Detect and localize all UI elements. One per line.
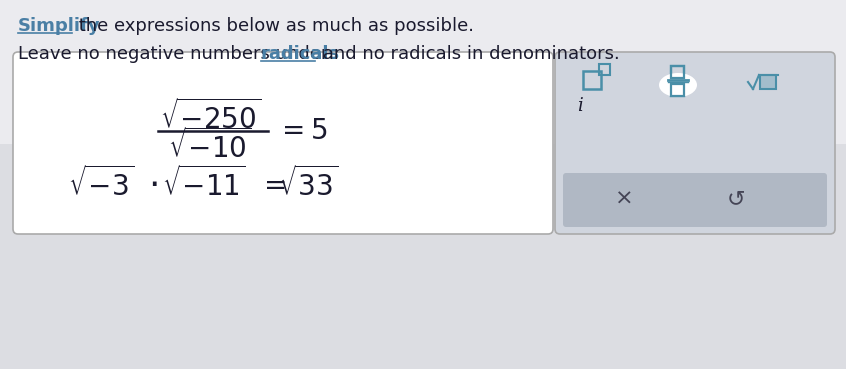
Text: $\sqrt{-10}$: $\sqrt{-10}$ [168,128,252,164]
Text: $\sqrt{-250}$: $\sqrt{-250}$ [160,99,261,135]
Text: ×: × [615,189,634,209]
Text: $= 5$: $= 5$ [276,117,327,145]
Text: Simplify: Simplify [18,17,101,35]
Text: ↺: ↺ [727,189,745,209]
FancyBboxPatch shape [760,75,776,89]
Text: i: i [577,97,583,115]
Text: and no radicals in denominators.: and no radicals in denominators. [317,45,620,63]
Text: the expressions below as much as possible.: the expressions below as much as possibl… [73,17,474,35]
Ellipse shape [659,73,697,97]
Text: Leave no negative numbers under: Leave no negative numbers under [18,45,334,63]
FancyBboxPatch shape [555,52,835,234]
FancyBboxPatch shape [0,0,846,144]
Text: $\cdot$: $\cdot$ [148,167,157,201]
FancyBboxPatch shape [13,52,553,234]
Text: $\sqrt{-11}$: $\sqrt{-11}$ [162,166,246,202]
Text: $\sqrt{-3}$: $\sqrt{-3}$ [68,166,135,202]
FancyBboxPatch shape [563,173,827,227]
Text: $\sqrt{33}$: $\sqrt{33}$ [278,166,338,202]
Text: radicals: radicals [261,45,340,63]
Text: $=$: $=$ [258,170,286,197]
